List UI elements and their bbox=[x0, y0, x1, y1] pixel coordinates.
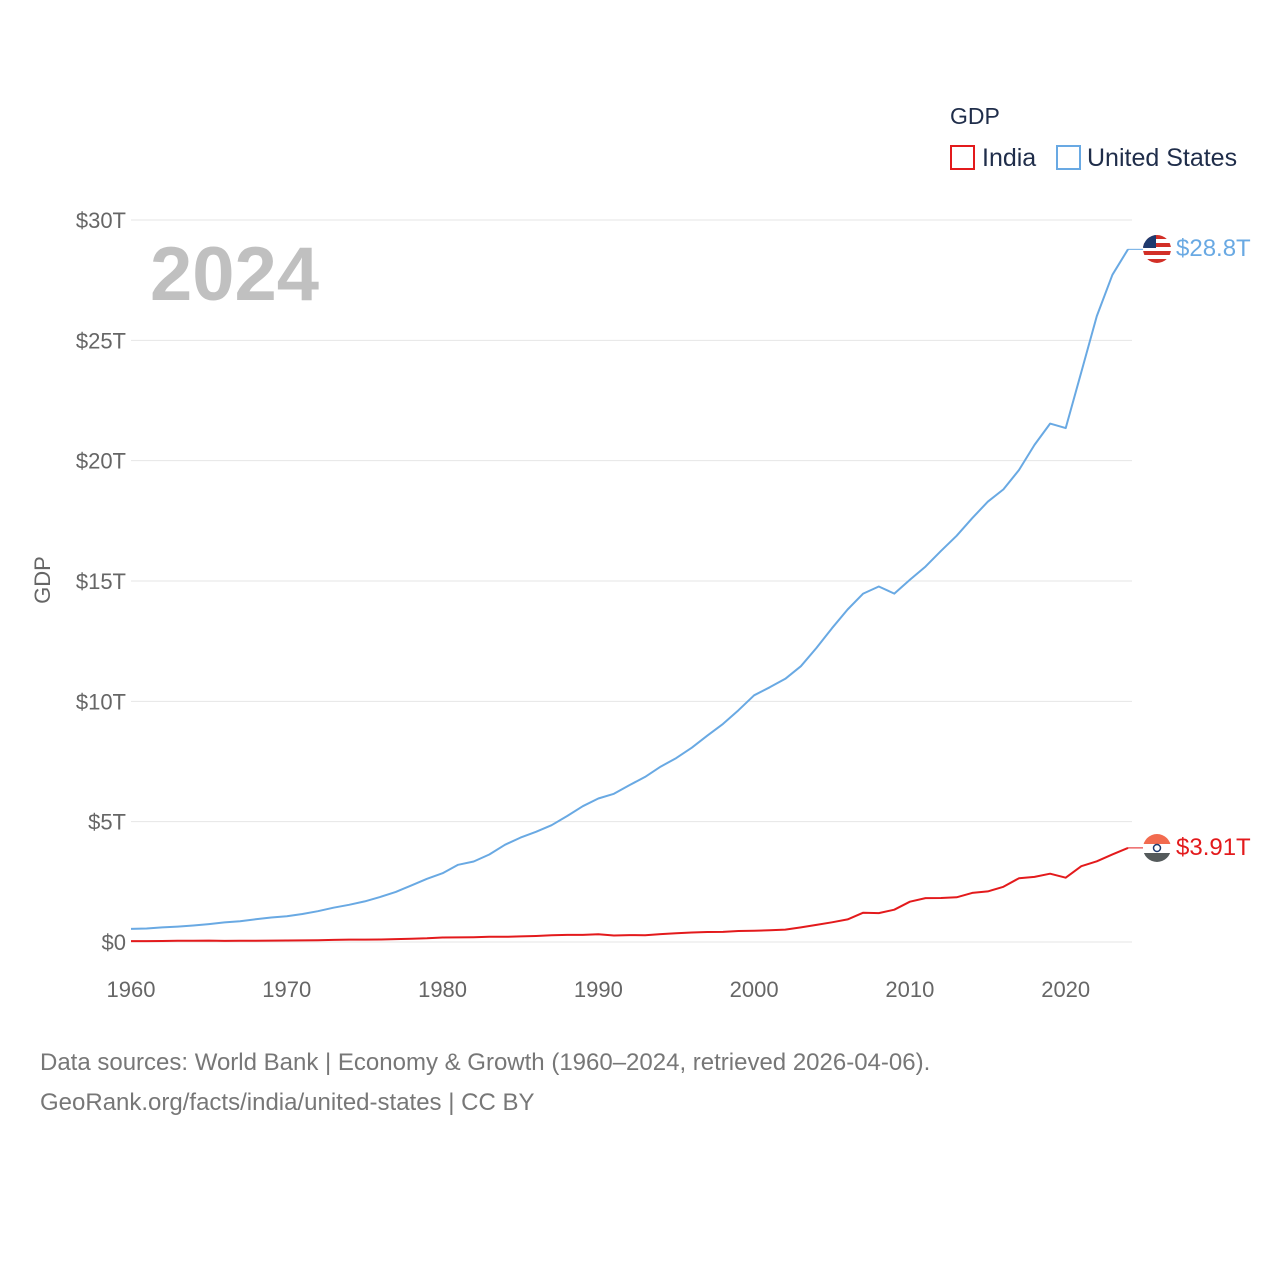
y-tick-label: $30T bbox=[76, 208, 126, 233]
source-line-1: Data sources: World Bank | Economy & Gro… bbox=[40, 1049, 931, 1076]
legend-swatch-india[interactable] bbox=[950, 145, 975, 170]
y-axis-title: GDP bbox=[30, 556, 55, 604]
x-tick-label: 1990 bbox=[574, 977, 623, 1002]
x-tick-label: 1960 bbox=[107, 977, 156, 1002]
legend-label-united-states[interactable]: United States bbox=[1087, 144, 1237, 172]
legend-label-india[interactable]: India bbox=[982, 144, 1036, 172]
india-flag-icon bbox=[1143, 834, 1171, 862]
y-tick-label: $10T bbox=[76, 689, 126, 714]
series-line-india[interactable] bbox=[131, 846, 1129, 943]
legend-title: GDP bbox=[950, 103, 1000, 129]
us-end-label: $28.8T bbox=[1176, 235, 1251, 262]
y-tick-label: $15T bbox=[76, 569, 126, 594]
india-end-label: $3.91T bbox=[1176, 834, 1251, 861]
us-flag-icon bbox=[1143, 235, 1171, 263]
x-tick-label: 1980 bbox=[418, 977, 467, 1002]
x-tick-label: 2020 bbox=[1041, 977, 1090, 1002]
x-axis-ticks: 1960 1970 1980 1990 2000 2010 2020 bbox=[107, 977, 1091, 1002]
series-line-united-states[interactable] bbox=[130, 248, 1129, 930]
legend: GDP India United States bbox=[950, 103, 1237, 172]
x-tick-label: 2000 bbox=[730, 977, 779, 1002]
source-line-2[interactable]: GeoRank.org/facts/india/united-states | … bbox=[40, 1089, 535, 1116]
y-tick-label: $25T bbox=[76, 328, 126, 353]
y-tick-label: $0 bbox=[102, 930, 126, 955]
series-lines bbox=[130, 248, 1143, 943]
grid bbox=[131, 219, 1132, 943]
source-note: Data sources: World Bank | Economy & Gro… bbox=[40, 1043, 930, 1123]
y-axis-ticks: $0 $5T $10T $15T $20T $25T $30T bbox=[76, 208, 126, 955]
x-tick-label: 1970 bbox=[262, 977, 311, 1002]
y-tick-label: $20T bbox=[76, 449, 126, 474]
x-tick-label: 2010 bbox=[885, 977, 934, 1002]
year-label: 2024 bbox=[150, 232, 319, 317]
legend-swatch-united-states[interactable] bbox=[1056, 145, 1081, 170]
y-tick-label: $5T bbox=[88, 810, 126, 835]
